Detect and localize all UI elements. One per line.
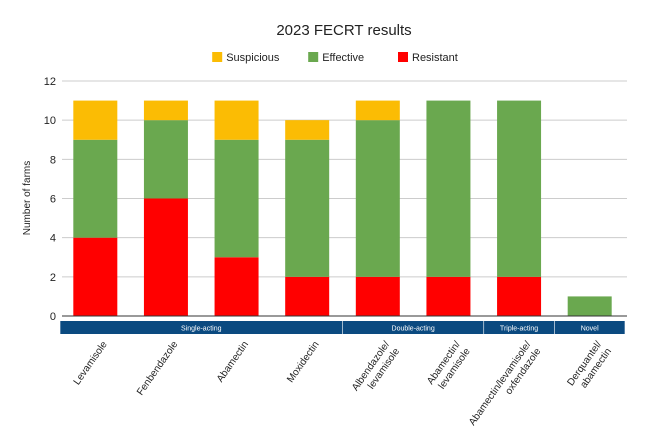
group-label-novel: Novel <box>581 326 599 333</box>
x-tick-label: Abamectin/levamisole/oxfendazole <box>467 339 543 434</box>
bar-segment-effective <box>214 139 259 258</box>
bar-segment-resistant <box>285 276 330 316</box>
y-axis-title: Number of farms <box>22 161 33 235</box>
bar-segment-suspicious <box>285 120 330 140</box>
bar-segment-resistant <box>426 276 471 316</box>
x-axis-labels: Levamisole Fenbendazole Abamectin Moxidecti… <box>72 339 614 434</box>
group-band-novel <box>554 321 625 334</box>
group-band-triple-acting <box>484 321 555 334</box>
bar-segment-resistant <box>497 276 542 316</box>
bar-segment-effective <box>426 100 471 277</box>
legend-swatch-resistant <box>398 52 408 62</box>
bar-segment-suspicious <box>73 100 118 140</box>
x-tick-label: Levamisole <box>72 339 110 387</box>
legend-swatch-effective <box>308 52 319 62</box>
y-tick-label: 10 <box>44 115 56 127</box>
y-tick-label: 6 <box>50 194 56 206</box>
legend-label-suspicious: Suspicious <box>226 52 280 64</box>
group-band-single-acting <box>60 321 343 334</box>
group-label-triple-acting: Triple-acting <box>500 326 538 333</box>
bar-segment-effective <box>497 100 542 277</box>
x-tick-label: Derquantel/abamectin <box>565 339 614 395</box>
bar-segment-suspicious <box>355 100 400 121</box>
bar-segment-resistant <box>73 237 118 316</box>
x-tick-label: Abamectin/levamisole <box>425 339 473 394</box>
chart-title: 2023 FECRT results <box>276 22 411 39</box>
bar-segment-effective <box>355 120 400 277</box>
drug-class-groups: Single-acting Double-acting Triple-acting N… <box>60 321 625 334</box>
legend-swatch-suspicious <box>212 52 223 62</box>
x-tick-label: Moxidectin <box>285 339 321 384</box>
x-tick-label: Albendazole/levamisole <box>350 339 402 400</box>
y-tick-label: 8 <box>50 154 56 166</box>
bar-segment-suspicious <box>214 100 259 140</box>
y-tick-label: 4 <box>50 233 56 245</box>
x-tick-label: Abamectin <box>215 339 251 384</box>
legend-label-resistant: Resistant <box>412 52 458 64</box>
x-tick-label: Fenbendazole <box>135 339 181 398</box>
bar-segment-resistant <box>355 276 400 316</box>
bar-segment-effective <box>567 296 612 316</box>
y-axis-ticks: 0 2 4 6 8 10 12 <box>44 76 56 323</box>
bar-segment-effective <box>285 139 330 277</box>
group-band-double-acting <box>342 321 484 334</box>
bar-segment-resistant <box>214 257 259 316</box>
bar-segment-effective <box>143 120 188 199</box>
group-label-double-acting: Double-acting <box>392 326 435 333</box>
legend-label-effective: Effective <box>322 52 364 64</box>
bar-segment-resistant <box>143 198 188 316</box>
group-label-single-acting: Single-acting <box>181 326 222 333</box>
bar-segment-effective <box>73 139 118 238</box>
y-tick-label: 0 <box>50 311 56 323</box>
y-tick-label: 2 <box>50 272 56 284</box>
bar-segment-suspicious <box>143 100 188 121</box>
y-tick-label: 12 <box>44 76 56 88</box>
bars <box>73 100 612 316</box>
legend: Suspicious Effective Resistant <box>212 52 458 64</box>
